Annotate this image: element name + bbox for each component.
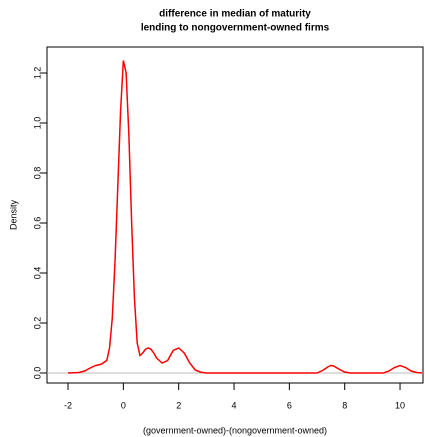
y-tick-label: 0.8 [32,167,42,180]
x-tick-label: -2 [64,400,72,410]
x-tick-label: 8 [342,400,347,410]
y-axis-label: Density [8,199,18,230]
y-tick-label: 0.6 [32,217,42,230]
y-tick-label: 1.2 [32,67,42,80]
x-axis-label: (government-owned)-(nongovernment-owned) [143,425,327,435]
density-line [67,60,423,374]
y-tick-label: 0.2 [32,317,42,330]
x-tick-label: 10 [395,400,405,410]
x-tick-label: 2 [176,400,181,410]
y-tick-label: 0.4 [32,267,42,280]
y-tick-label: 0.0 [32,367,42,380]
chart-title: lending to nongovernment-owned firms [141,23,330,34]
x-tick-label: 4 [232,400,237,410]
x-tick-label: 6 [287,400,292,410]
y-tick-label: 1.0 [32,117,42,130]
chart-title: difference in median of maturity [159,9,311,20]
plot-frame [46,46,424,384]
x-tick-label: 0 [121,400,126,410]
